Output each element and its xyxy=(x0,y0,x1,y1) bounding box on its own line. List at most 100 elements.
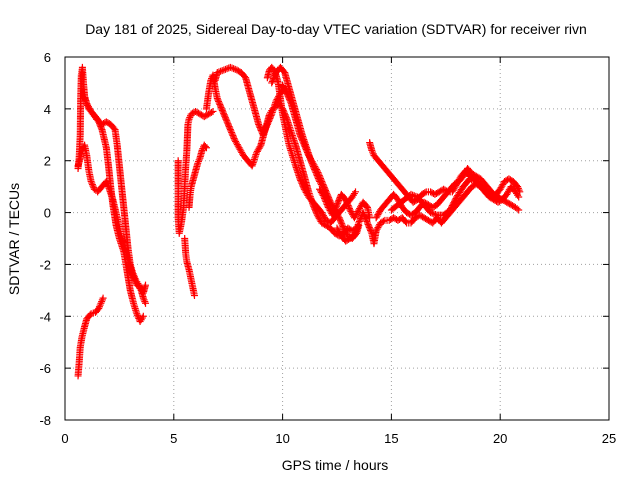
data-point-fill xyxy=(324,202,332,210)
data-point-fill xyxy=(104,181,112,189)
data-point-fill xyxy=(361,213,369,221)
data-point-fill xyxy=(331,207,339,215)
data-point-fill xyxy=(334,198,342,206)
data-point-fill xyxy=(270,73,278,81)
data-point-fill xyxy=(336,217,344,225)
data-point-fill xyxy=(490,192,498,200)
data-point xyxy=(498,196,506,204)
data-point-fill xyxy=(98,298,106,306)
x-tick-label: 25 xyxy=(602,431,616,446)
data-point-fill xyxy=(263,122,271,130)
data-point-fill xyxy=(336,215,344,223)
data-point-fill xyxy=(229,132,237,140)
data-point-fill xyxy=(269,76,277,84)
data-point-fill xyxy=(337,218,345,226)
data-point-fill xyxy=(140,296,148,304)
data-point xyxy=(355,219,363,227)
data-point-fill xyxy=(221,112,229,120)
data-point xyxy=(218,105,226,113)
data-point-fill xyxy=(195,156,203,164)
plot-frame xyxy=(64,56,610,421)
data-point-fill xyxy=(216,100,224,108)
data-point-fill xyxy=(264,119,272,127)
data-point-fill xyxy=(514,184,522,192)
data-point xyxy=(81,94,89,102)
data-point-fill xyxy=(331,205,339,213)
y-tick-label: 4 xyxy=(44,102,51,117)
data-point-fill xyxy=(230,134,238,142)
data-point-fill xyxy=(225,121,233,129)
data-point xyxy=(368,146,376,154)
data-point-fill xyxy=(223,118,231,126)
data-point xyxy=(320,193,328,201)
data-point-fill xyxy=(96,301,104,309)
data-point-fill xyxy=(315,172,323,180)
data-point xyxy=(318,177,326,185)
data-point-fill xyxy=(344,200,352,208)
data-point-fill xyxy=(216,102,224,110)
data-point-fill xyxy=(332,204,340,212)
data-point-fill xyxy=(110,124,118,132)
data-point-fill xyxy=(321,194,329,202)
data-point xyxy=(198,146,206,154)
data-point-fill xyxy=(230,65,238,73)
series-track-a xyxy=(74,294,107,380)
data-point-fill xyxy=(285,95,293,103)
data-point-fill xyxy=(221,114,229,122)
data-point-fill xyxy=(299,182,307,190)
series-track-m xyxy=(316,185,374,222)
data-point-fill xyxy=(497,195,505,203)
data-point xyxy=(359,209,367,217)
data-point-fill xyxy=(267,112,275,120)
x-tick-label: 15 xyxy=(384,431,398,446)
data-point xyxy=(102,177,110,185)
data-point xyxy=(407,190,415,198)
data-point-fill xyxy=(217,103,225,111)
data-point-fill xyxy=(430,210,438,218)
data-point xyxy=(128,268,136,276)
data-point-fill xyxy=(88,179,96,187)
data-point-fill xyxy=(221,65,229,73)
data-point-fill xyxy=(136,283,144,291)
data-point-fill xyxy=(215,99,223,107)
data-point xyxy=(296,131,304,139)
data-point xyxy=(97,299,105,307)
data-point-fill xyxy=(89,182,97,190)
data-point-fill xyxy=(297,134,305,142)
data-point xyxy=(329,211,337,219)
data-point-fill xyxy=(268,77,276,85)
data-point xyxy=(515,193,523,201)
data-point-fill xyxy=(300,184,308,192)
data-point xyxy=(466,175,474,183)
data-point-fill xyxy=(225,123,233,131)
data-point xyxy=(226,63,234,71)
data-point-fill xyxy=(228,64,236,72)
data-point-fill xyxy=(355,217,363,225)
axis-ticks: 0 5 10 15 20 25 -8 -6 -4 -2 0 2 4 6 xyxy=(39,50,616,446)
y-tick-label: -2 xyxy=(39,257,51,272)
data-point xyxy=(515,206,523,214)
data-point-fill xyxy=(362,202,370,210)
data-point-fill xyxy=(262,123,270,131)
data-point-fill xyxy=(362,216,370,224)
data-point xyxy=(133,310,141,318)
data-point xyxy=(222,115,230,123)
data-point-fill xyxy=(329,210,337,218)
data-point-fill xyxy=(369,148,377,156)
data-point-fill xyxy=(303,149,311,157)
data-point-fill xyxy=(319,191,327,199)
data-point-fill xyxy=(513,205,521,213)
data-point-fill xyxy=(330,208,338,216)
x-tick-label: 10 xyxy=(275,431,289,446)
data-point-fill xyxy=(271,72,279,80)
data-point-fill xyxy=(320,183,328,191)
y-tick-label: -6 xyxy=(39,361,51,376)
data-point-fill xyxy=(261,126,269,134)
y-axis-label: SDTVAR / TECUs xyxy=(6,183,22,295)
data-point-fill xyxy=(224,120,232,128)
data-point-fill xyxy=(256,143,264,151)
data-point-fill xyxy=(130,273,138,281)
data-point-fill xyxy=(208,108,216,116)
data-points xyxy=(74,63,524,380)
y-tick-label: -8 xyxy=(39,413,51,428)
